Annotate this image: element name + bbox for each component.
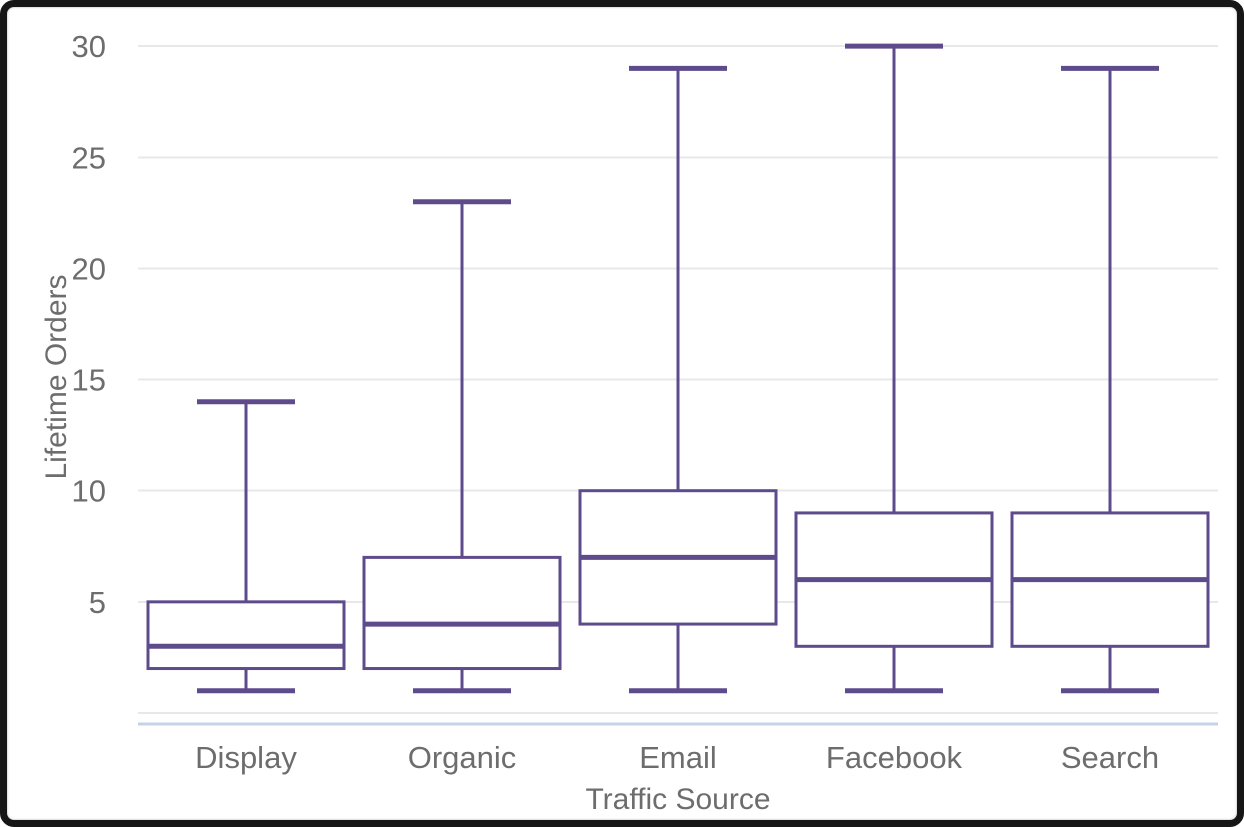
y-tick-label: 20 [72, 251, 106, 286]
x-category-label: Search [1061, 740, 1159, 775]
y-tick-label: 15 [72, 363, 106, 398]
x-category-label: Organic [408, 740, 517, 775]
box-rect [146, 600, 346, 671]
y-tick-label: 25 [72, 140, 106, 175]
box-display[interactable] [146, 399, 346, 694]
y-tick-label: 10 [72, 474, 106, 509]
box-email[interactable] [578, 65, 778, 694]
x-category-label: Display [195, 740, 297, 775]
x-category-label: Facebook [826, 740, 963, 775]
x-category-label: Email [639, 740, 717, 775]
y-tick-label: 30 [72, 29, 106, 64]
y-tick-label: 5 [89, 585, 106, 620]
box-search[interactable] [1010, 65, 1210, 694]
box-rect [362, 555, 562, 671]
y-axis-title: Lifetime Orders [40, 274, 73, 480]
box-facebook[interactable] [794, 43, 994, 694]
x-axis-title: Traffic Source [585, 783, 771, 816]
box-organic[interactable] [362, 199, 562, 694]
